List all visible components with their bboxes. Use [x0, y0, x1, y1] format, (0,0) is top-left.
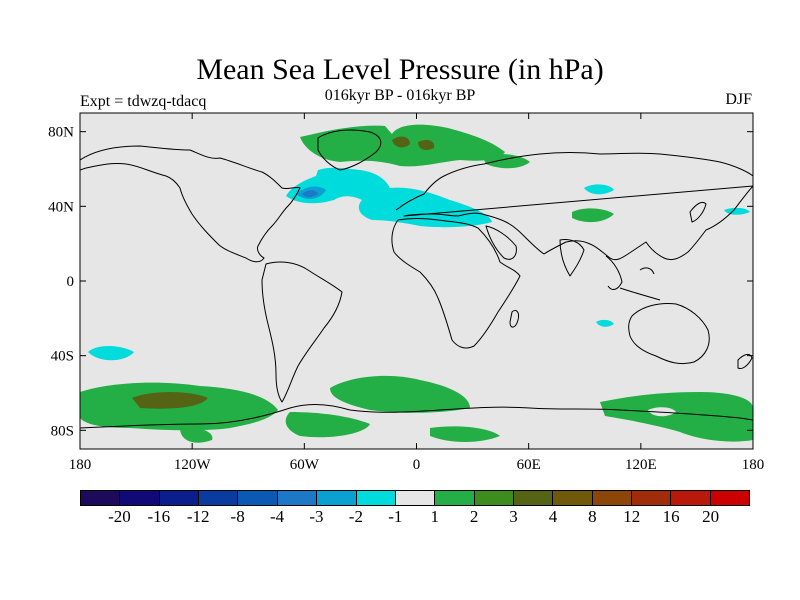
coastline-north-america: [80, 145, 301, 263]
lat-tick-label: 40S: [51, 349, 74, 365]
lat-tick-label: 80S: [51, 423, 74, 439]
colorbar-label: -4: [269, 507, 285, 526]
lon-tick-label: 60E: [517, 457, 541, 473]
coastline-new-zealand: [737, 353, 753, 369]
colorbar-label: 1: [430, 507, 439, 526]
colorbar-swatch: [120, 491, 160, 505]
season-label: DJF: [725, 91, 752, 108]
lon-tick-label: 120W: [174, 457, 212, 473]
lat-tick-label: 40N: [48, 199, 74, 215]
colorbar-swatch: [81, 491, 121, 505]
colorbar-label: -3: [309, 507, 324, 526]
coastline-madagascar: [509, 309, 519, 328]
colorbar-label: 4: [548, 507, 558, 526]
colorbar-label: -12: [186, 507, 210, 526]
colorbar-swatch: [671, 491, 711, 505]
colorbar-label: 8: [588, 507, 597, 526]
colorbar-swatch: [356, 491, 396, 505]
colorbar-swatch: [474, 491, 514, 505]
anomaly-greenland-positive-core: [392, 136, 410, 148]
lon-tick-label: 180: [69, 457, 92, 473]
colorbar-swatch: [592, 491, 633, 505]
anomaly-indian-sector-negative: [648, 407, 676, 417]
colorbar-label: 3: [509, 507, 518, 526]
colorbar-swatch: [710, 491, 750, 505]
experiment-label: Expt = tdwzq-tdacq: [80, 93, 207, 110]
coastline-india: [559, 239, 585, 277]
colorbar-swatch: [159, 491, 200, 505]
coastline-antarctica: [80, 403, 753, 429]
anomaly-east-asia-positive: [572, 208, 614, 223]
colorbar-swatch: [238, 491, 278, 505]
colorbar-label: 2: [469, 507, 479, 526]
colorbar-swatch: [199, 491, 239, 505]
lon-tick-label: 0: [413, 457, 421, 473]
anomaly-central-asia-negative: [584, 184, 614, 195]
colorbar-swatch: [513, 491, 554, 505]
lon-tick-label: 180: [742, 457, 765, 473]
anomaly-antarctic-positive-1: [285, 412, 370, 438]
colorbar-swatch: [632, 491, 672, 505]
lon-tick-label: 60W: [290, 457, 320, 473]
lat-tick-label: 0: [67, 274, 75, 290]
anomaly-weddell-positive: [430, 426, 500, 442]
coastline-arabia: [485, 225, 517, 260]
anomaly-fields: [80, 124, 753, 443]
map-subtitle: 016kyr BP - 016kyr BP: [324, 87, 476, 104]
coastline-africa: [391, 218, 521, 349]
anomaly-north-atlantic-negative-core-2: [302, 190, 318, 197]
colorbar-label: 16: [662, 507, 680, 526]
lat-tick-label: 80N: [48, 125, 74, 141]
coastline-japan: [689, 201, 707, 223]
coastline-greenland: [317, 129, 382, 171]
colorbar-swatch: [277, 491, 318, 505]
colorbar-swatch: [317, 491, 357, 505]
colorbar: [80, 490, 750, 506]
colorbar-label: -20: [108, 507, 131, 526]
colorbar-label: -2: [348, 507, 363, 526]
anomaly-greenland-positive-core-2: [418, 140, 435, 150]
coastline-south-america: [261, 261, 343, 403]
axis-ticks: 80N 40N 0 40S 80S 180 120W 60W 0 60E 120E 180: [48, 113, 764, 473]
anomaly-indian-sector-positive: [600, 392, 753, 442]
colorbar-swatch: [553, 491, 593, 505]
coastline-europe-asia: [395, 152, 753, 261]
colorbar-label: -16: [147, 507, 171, 526]
anomaly-australia-negative: [596, 319, 614, 327]
coastline-southeast-asia: [605, 255, 661, 301]
coastline-australia: [628, 303, 710, 365]
anomaly-south-pacific-positive-core: [132, 392, 208, 409]
colorbar-swatch: [395, 491, 436, 505]
colorbar-label: -1: [388, 507, 403, 526]
map-title: Mean Sea Level Pressure (in hPa): [196, 53, 604, 86]
colorbar-label: -8: [230, 507, 245, 526]
coastlines: [80, 129, 753, 429]
anomaly-antarctic-positive-2: [180, 427, 213, 443]
colorbar-label: 12: [623, 507, 641, 526]
anomaly-north-pacific-positive: [482, 154, 530, 169]
colorbar-swatch: [435, 491, 475, 505]
anomaly-south-atlantic-positive: [330, 375, 470, 413]
anomaly-north-atlantic-negative: [286, 167, 492, 228]
lon-tick-label: 120E: [625, 457, 657, 473]
colorbar-label: 20: [702, 507, 720, 526]
anomaly-south-pacific-negative: [88, 346, 134, 361]
